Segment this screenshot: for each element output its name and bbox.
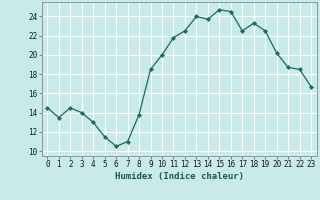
X-axis label: Humidex (Indice chaleur): Humidex (Indice chaleur)	[115, 172, 244, 181]
